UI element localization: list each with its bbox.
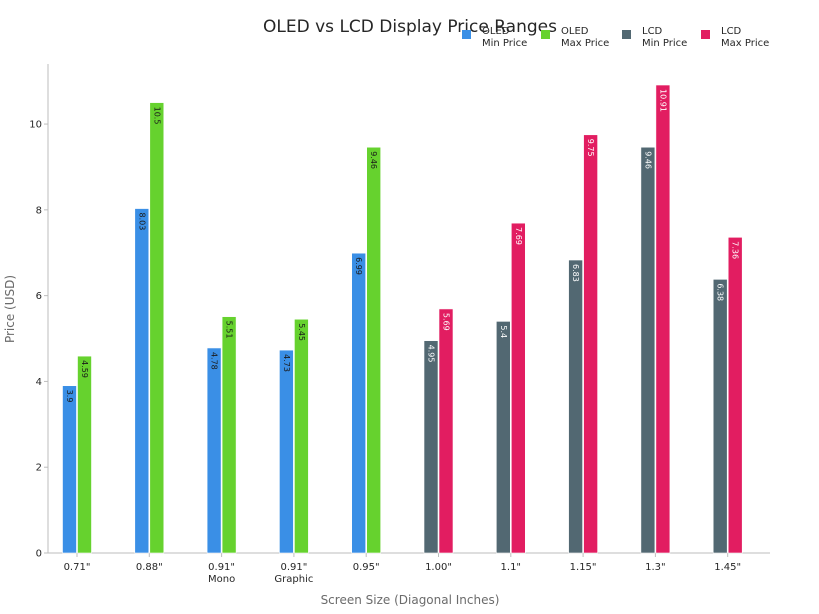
x-tick-label: 1.15" — [570, 562, 597, 573]
bar-value-label: 7.36 — [731, 241, 740, 259]
bar — [495, 321, 511, 554]
bar-value-label: 9.46 — [643, 151, 652, 169]
y-tick-label: 2 — [36, 463, 42, 474]
bar — [366, 146, 382, 554]
x-tick-label: 0.91" Mono — [208, 562, 235, 585]
y-tick-label: 6 — [36, 291, 42, 302]
bar-value-label: 4.73 — [282, 354, 291, 372]
bar — [568, 259, 583, 554]
bar — [62, 385, 77, 554]
y-tick-label: 10 — [29, 120, 42, 131]
bar-value-label: 5.4 — [499, 325, 508, 338]
bar — [134, 208, 150, 554]
bar-value-label: 10.91 — [658, 89, 667, 112]
bar-value-label: 8.03 — [137, 213, 146, 231]
bar — [438, 308, 454, 554]
x-tick-label: 0.71" — [64, 562, 91, 573]
bar — [77, 355, 92, 554]
bars: 3.9 4.59 8.03 10.5 4.78 5.51 4.73 5.45 6.99 9.46 4… — [62, 84, 743, 554]
y-tick-label: 8 — [36, 205, 42, 216]
bar-value-label: 6.83 — [571, 264, 580, 282]
legend-label: LCD Max Price — [721, 26, 769, 49]
bar — [583, 134, 598, 554]
bar-value-label: 6.38 — [716, 283, 725, 301]
bar-value-label: 6.99 — [354, 257, 363, 275]
x-tick-label: 0.88" — [136, 562, 163, 573]
x-tick-label: 1.1" — [501, 562, 522, 573]
x-tick-label: 0.95" — [353, 562, 380, 573]
y-axis: 0 2 4 6 8 10 — [29, 64, 49, 560]
x-tick-label: 1.00" — [425, 562, 452, 573]
bar — [221, 316, 237, 554]
x-tick-label: 1.3" — [645, 562, 666, 573]
bar — [640, 146, 656, 554]
bar — [712, 279, 728, 554]
bar-value-label: 5.45 — [297, 323, 306, 341]
bar-value-label: 10.5 — [152, 107, 161, 125]
bar-value-label: 4.59 — [80, 360, 89, 378]
legend-swatch — [462, 30, 471, 39]
y-tick-label: 4 — [36, 377, 42, 388]
legend-label: OLED Min Price — [482, 26, 527, 49]
x-tick-label: 0.91" Graphic — [274, 562, 313, 585]
x-tick-label: 1.45" — [714, 562, 741, 573]
legend-label: OLED Max Price — [561, 26, 609, 49]
legend-swatch — [622, 30, 631, 39]
bar-value-label: 7.69 — [514, 227, 523, 245]
y-axis-title: Price (USD) — [3, 275, 17, 343]
bar-value-label: 4.78 — [210, 352, 219, 370]
y-tick-label: 0 — [36, 549, 42, 560]
bar — [655, 84, 671, 554]
bar — [294, 318, 309, 554]
legend-label: LCD Min Price — [642, 26, 687, 49]
bar — [510, 222, 526, 554]
bar-value-label: 5.69 — [442, 313, 451, 331]
bar-value-label: 5.51 — [225, 321, 234, 339]
legend: OLED Min Price OLED Max Price LCD Min Price LC… — [462, 26, 769, 49]
bar-value-label: 9.46 — [369, 151, 378, 169]
bar — [423, 340, 439, 554]
bar — [279, 349, 294, 554]
legend-swatch — [701, 30, 710, 39]
bar — [351, 252, 367, 554]
chart-title: OLED vs LCD Display Price Ranges — [263, 17, 557, 37]
bar — [149, 102, 165, 554]
bar — [727, 236, 743, 554]
x-axis: 0.71" 0.88" 0.91" Mono 0.91" Graphic 0.95" 1.00… — [48, 552, 770, 585]
bar — [206, 347, 222, 554]
x-axis-title: Screen Size (Diagonal Inches) — [321, 593, 500, 607]
bar-value-label: 9.75 — [586, 139, 595, 157]
bar-value-label: 4.95 — [427, 345, 436, 363]
bar-value-label: 3.9 — [65, 390, 74, 403]
legend-swatch — [541, 30, 550, 39]
